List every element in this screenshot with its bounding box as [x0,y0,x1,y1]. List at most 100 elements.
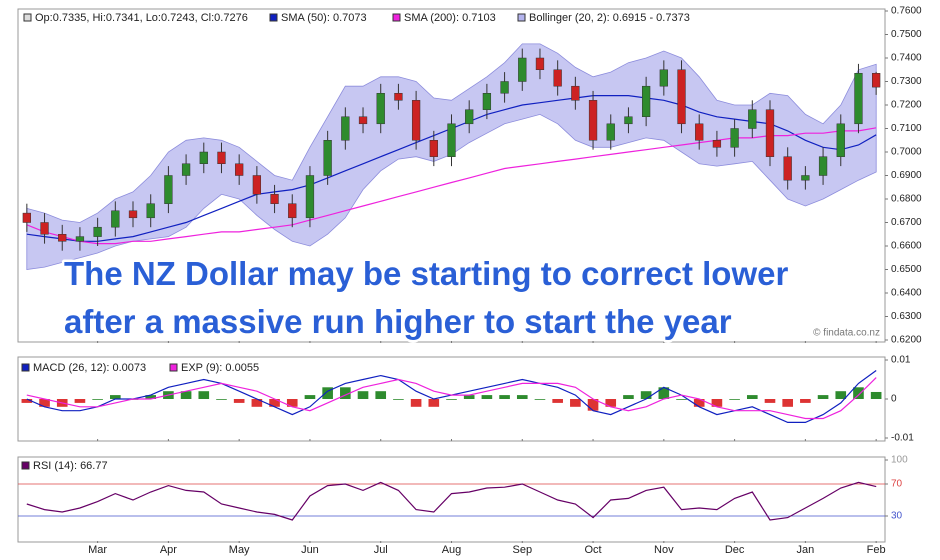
candle-body [128,210,138,219]
legend-label: Op:0.7335, Hi:0.7341, Lo:0.7243, Cl:0.72… [35,12,248,24]
y-tick-label: 0.7000 [891,147,922,158]
x-tick-label: Feb [867,544,886,556]
legend-swatch [517,13,526,22]
histogram-bar [587,399,599,411]
candle-body [341,116,350,141]
candle-body [270,194,279,204]
x-tick-label: Dec [725,544,745,556]
legend-label: MACD (26, 12): 0.0073 [33,362,146,374]
source: © findata.co.nz [813,328,880,339]
histogram-bar [746,395,758,399]
candle-body [872,73,881,88]
y-tick-label: 0.7600 [891,6,922,17]
histogram-bar [286,399,298,407]
histogram-bar [658,387,670,399]
candle-body [553,69,562,87]
histogram-bar [251,399,263,407]
histogram-bar [145,395,157,399]
histogram-bar [446,399,457,400]
y-tick-label: 0 [891,394,897,405]
histogram-bar [110,395,121,399]
candle-body [429,140,438,157]
candle-body [93,226,102,237]
histogram-bar [340,387,351,399]
histogram-bar [570,399,581,407]
legend-label: RSI (14): 66.77 [33,460,108,472]
candle-body [641,85,651,117]
y-tick-label: 0.7300 [891,76,922,87]
legend-label: SMA (200): 0.7103 [404,12,496,24]
candle-body [235,163,244,176]
annotation: after a massive run higher to start the … [64,303,732,340]
y-tick-label: 0.6400 [891,288,922,299]
candle-body [305,175,315,219]
histogram-bar [676,399,687,400]
histogram-bar [782,399,793,407]
legend-label: EXP (9): 0.0055 [181,362,259,374]
y-tick-label: 0.6300 [891,311,922,322]
histogram-bar [463,395,475,399]
y-tick-label: 70 [891,479,903,490]
candle-body [836,123,845,157]
y-tick-label: 0.7100 [891,123,922,134]
annotation: The NZ Dollar may be starting to correct… [64,255,788,292]
x-tick-label: Apr [160,544,177,556]
candle-body [75,236,85,242]
x-tick-label: Jun [301,544,319,556]
y-tick-label: 0.7200 [891,100,922,111]
histogram-bar [711,399,723,407]
y-tick-label: 0.6500 [891,264,922,275]
histogram-bar [870,391,882,399]
histogram-bar [21,399,33,403]
histogram-bar [216,399,227,400]
legend-label: SMA (50): 0.7073 [281,12,367,24]
y-tick-label: 0.6800 [891,194,922,205]
histogram-bar [410,399,422,407]
histogram-bar [39,399,50,407]
candle-body [164,175,173,204]
legend-label: Bollinger (20, 2): 0.6915 - 0.7373 [529,12,690,24]
candle-body [288,203,297,219]
x-tick-label: May [229,544,250,556]
candle-body [22,212,31,223]
y-tick-label: 100 [891,455,908,466]
price-panel [17,8,886,343]
y-tick-label: 0.6700 [891,217,922,228]
histogram-bar [835,391,847,399]
candle-body [447,123,456,157]
histogram-bar [322,387,333,399]
histogram-bar [269,399,280,407]
candle-body [40,222,49,235]
histogram-bar [605,399,617,407]
candle-body [571,85,580,101]
legend-swatch [269,13,278,22]
candle-body [659,69,668,87]
series-line [26,481,877,521]
histogram-bar [304,395,316,399]
candle-body [323,140,332,176]
legend-swatch [21,363,30,372]
histogram-bar [764,399,776,403]
histogram-bar [393,399,404,400]
legend-swatch [169,363,178,372]
histogram-bar [233,399,245,403]
x-tick-label: Jul [374,544,388,556]
x-tick-label: Mar [88,544,107,556]
legend-swatch [23,13,32,22]
legend: Op:0.7335, Hi:0.7341, Lo:0.7243, Cl:0.72… [21,12,690,472]
candle-body [358,116,368,125]
candle-body [111,210,120,228]
histogram-bar [198,391,210,399]
histogram-bar [800,399,811,403]
candle-body [535,57,545,70]
candle-body [518,57,527,82]
candle-body [199,151,208,164]
candle-body [181,163,191,176]
candle-body [588,100,598,141]
candle-body [695,123,704,141]
y-tick-label: 0.6900 [891,170,922,181]
candle-body [730,128,739,148]
candle-body [146,203,155,219]
histogram-bar [375,391,387,399]
candle-body [252,175,262,195]
